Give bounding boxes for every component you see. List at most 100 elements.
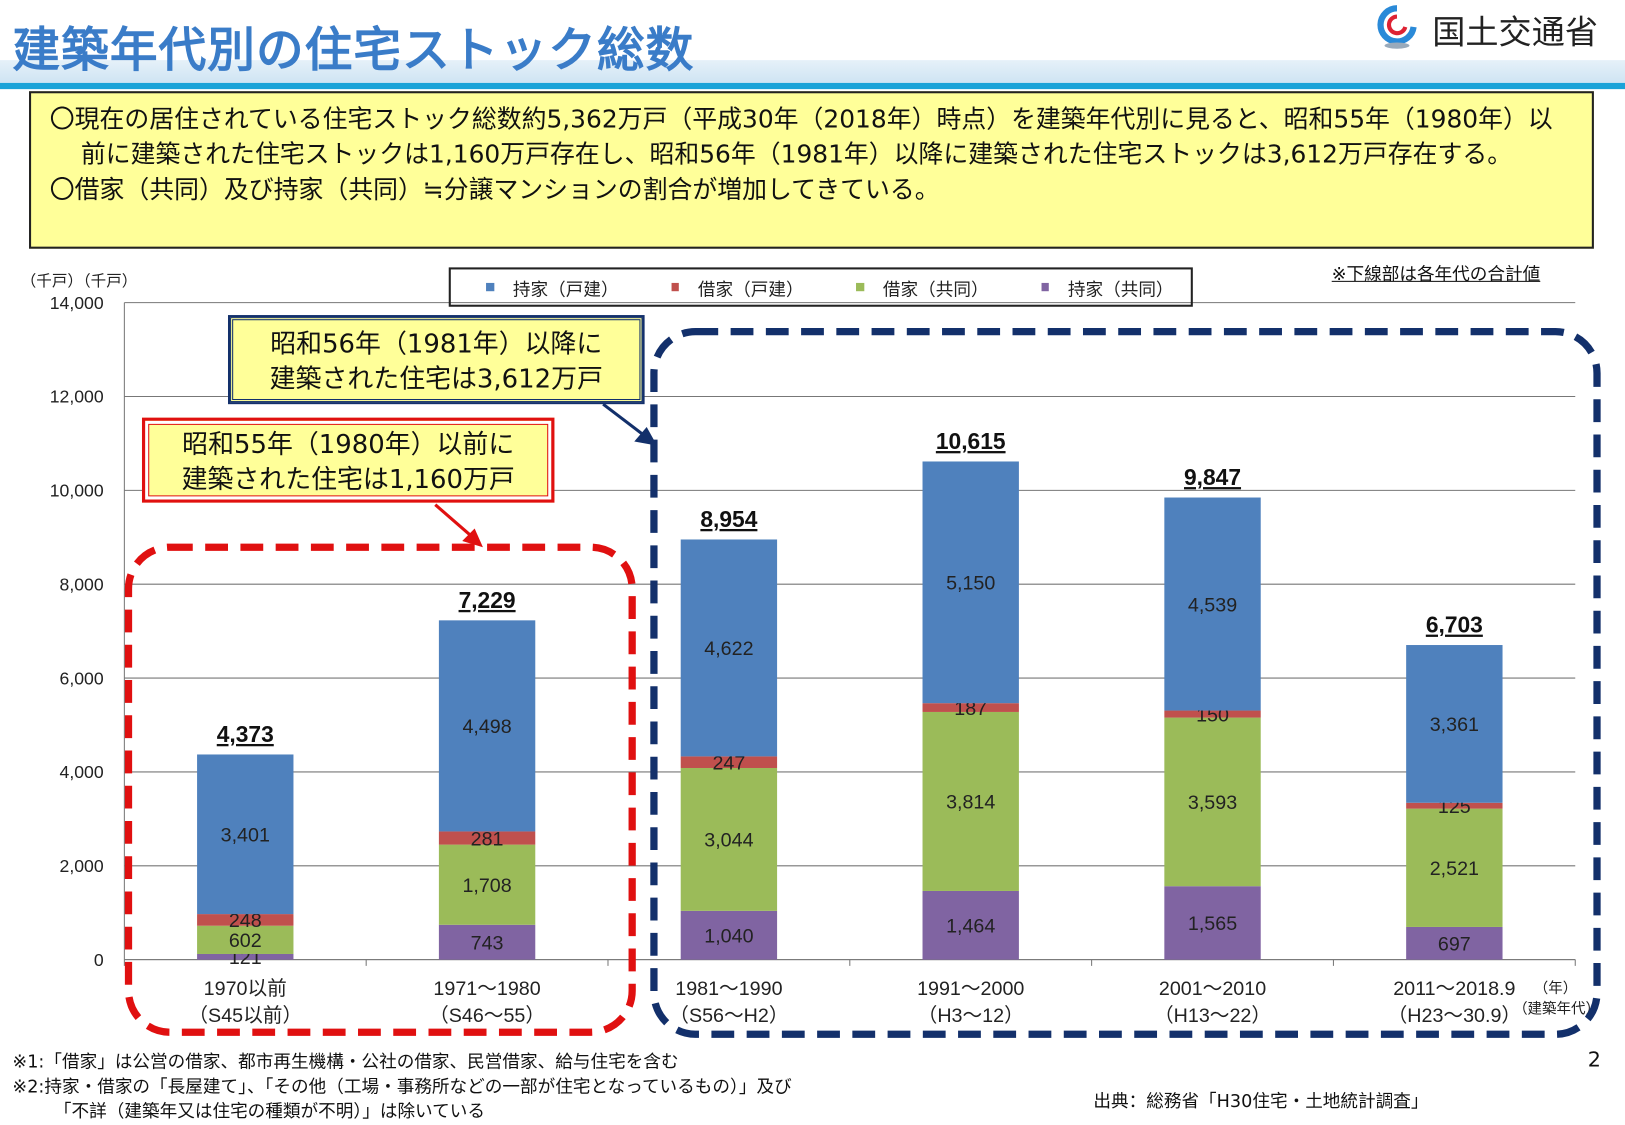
data-label: 1,040 <box>704 926 753 948</box>
bar-segment <box>680 539 778 757</box>
data-label: 3,814 <box>946 792 995 814</box>
x-category-label: 1971～1980 <box>433 978 540 1000</box>
bar-segment <box>1164 497 1261 711</box>
ministry-name: 国土交通省 <box>1432 12 1599 52</box>
data-label: 281 <box>471 828 504 850</box>
x-axis-title: （建築年代） <box>1513 1000 1600 1018</box>
bar-segment <box>1406 926 1503 960</box>
legend-label: 借家（戸建） <box>697 279 804 301</box>
bar-segment <box>1164 717 1261 887</box>
total-label: 10,615 <box>936 428 1006 454</box>
legend-swatch <box>856 282 865 292</box>
bar-segment <box>680 767 778 911</box>
data-label: 5,150 <box>946 573 995 595</box>
y-tick-label: 12,000 <box>50 387 104 407</box>
bar-segment <box>922 703 1019 712</box>
bar-segment <box>922 461 1019 704</box>
data-label: 1,565 <box>1188 913 1237 935</box>
bar-segment <box>922 711 1019 891</box>
data-label: 1,708 <box>462 875 511 897</box>
legend-label: 持家（共同） <box>1067 279 1174 301</box>
callout-after-1981-line1: 昭和56年（1981年）以降に <box>270 328 603 359</box>
total-label: 6,703 <box>1426 612 1483 638</box>
x-subcategory-label: （S56～H2） <box>669 1005 788 1027</box>
data-label: 4,498 <box>462 716 511 738</box>
x-subcategory-label: （H13～22） <box>1154 1005 1271 1027</box>
page-title: 建築年代別の住宅ストック総数 <box>12 21 695 78</box>
bar-segment <box>197 925 294 954</box>
post-1981-group-frame <box>650 328 1601 1038</box>
legend-item: 持家（共同） <box>1041 274 1174 301</box>
total-label: 8,954 <box>700 506 757 532</box>
bar-segment <box>438 844 536 925</box>
red-arrow <box>434 503 476 541</box>
callout-after-1981-line2: 建築された住宅は3,612万戸 <box>269 363 603 394</box>
total-label: 7,229 <box>459 587 516 613</box>
footnote-3: 「不詳（建築年又は住宅の種類が不明）」は除いている <box>53 1101 486 1123</box>
pre-1980-group-frame <box>124 543 636 1036</box>
bar-segment <box>197 754 294 915</box>
legend-item: 借家（戸建） <box>671 274 804 301</box>
bar-segment <box>197 914 294 926</box>
legend-label: 持家（戸建） <box>512 279 619 301</box>
legend-item: 持家（戸建） <box>486 274 619 301</box>
data-label: 2,521 <box>1430 858 1479 880</box>
page-number: 2 <box>1587 1046 1601 1072</box>
data-label: 3,361 <box>1430 714 1479 736</box>
footnote-1: ※1:「借家」は公営の借家、都市再生機構・公社の借家、民営借家、給与住宅を含む <box>12 1051 679 1073</box>
data-label: 1,464 <box>946 916 995 938</box>
y-tick-label: 6,000 <box>60 668 104 688</box>
underline-note: ※下線部は各年代の合計値 <box>1331 264 1541 285</box>
data-label: 248 <box>229 910 262 932</box>
bar-segment <box>922 890 1019 960</box>
header-band <box>0 60 1625 83</box>
summary-line-2: 〇借家（共同）及び持家（共同）≒分譲マンションの割合が増加してきている。 <box>49 175 940 205</box>
callout-before-1980-line1: 昭和55年（1980年）以前に <box>182 429 515 460</box>
bar-segment <box>438 924 536 960</box>
callout-before-1980: 昭和55年（1980年）以前に 建築された住宅は1,160万戸 <box>141 417 555 503</box>
bar-segment <box>1406 808 1503 927</box>
bar-segment <box>197 953 294 960</box>
bar-segment <box>438 620 536 832</box>
stacked-bar-chart: 0 2,000 4,000 6,000 8,000 10,000 12,000 14,000 1… <box>50 293 1601 1038</box>
bar-segment <box>438 831 536 845</box>
x-subcategory-label: （H23～30.9） <box>1388 1005 1522 1027</box>
legend-label: 借家（共同） <box>882 279 989 301</box>
bar-segment <box>1406 645 1503 803</box>
x-category-label: 2001～2010 <box>1159 978 1266 1000</box>
navy-arrow <box>602 402 648 439</box>
y-axis-unit: （千戸）（千戸） <box>20 271 138 291</box>
bar-segment <box>680 910 778 960</box>
x-category-label: 1970以前 <box>204 978 287 1000</box>
data-label: 3,593 <box>1188 792 1237 814</box>
x-category-label: 1991～2000 <box>917 978 1024 1000</box>
bar-segment <box>680 756 778 768</box>
legend-swatch <box>671 282 680 292</box>
callout-after-1981: 昭和56年（1981年）以降に 建築された住宅は3,612万戸 <box>227 315 645 405</box>
legend-swatch <box>486 282 495 292</box>
footnote-2: ※2:持家・借家の「長屋建て」、「その他（工場・事務所などの一部が住宅となってい… <box>12 1076 792 1098</box>
data-label: 247 <box>712 752 745 774</box>
bar-segment <box>1164 886 1261 960</box>
y-tick-label: 8,000 <box>60 574 104 594</box>
x-category-label: 1981～1990 <box>675 978 782 1000</box>
data-label: 697 <box>1438 934 1471 956</box>
x-axis-unit: （年） <box>1534 980 1578 997</box>
red-arrowhead <box>462 528 483 548</box>
legend-swatch <box>1041 282 1050 292</box>
data-label: 602 <box>229 930 262 952</box>
data-label: 4,539 <box>1188 594 1237 616</box>
y-tick-label: 2,000 <box>60 856 104 876</box>
x-subcategory-label: （H3～12） <box>918 1005 1024 1027</box>
data-label: 4,622 <box>704 638 753 660</box>
data-label: 187 <box>954 698 987 720</box>
total-label: 4,373 <box>217 721 274 747</box>
header-rule <box>0 82 1625 90</box>
callout-before-1980-line2: 建築された住宅は1,160万戸 <box>181 464 515 495</box>
summary-line-1: 〇現在の居住されている住宅ストック総数約5,362万戸（平成30年（2018年）… <box>49 104 1553 169</box>
chart-legend: 持家（戸建） 借家（戸建） 借家（共同） 持家（共同） <box>448 267 1193 307</box>
summary-box: 〇現在の居住されている住宅ストック総数約5,362万戸（平成30年（2018年）… <box>29 91 1594 249</box>
data-label: 3,401 <box>221 825 270 847</box>
y-tick-label: 10,000 <box>50 481 104 501</box>
navy-arrowhead <box>634 426 658 446</box>
